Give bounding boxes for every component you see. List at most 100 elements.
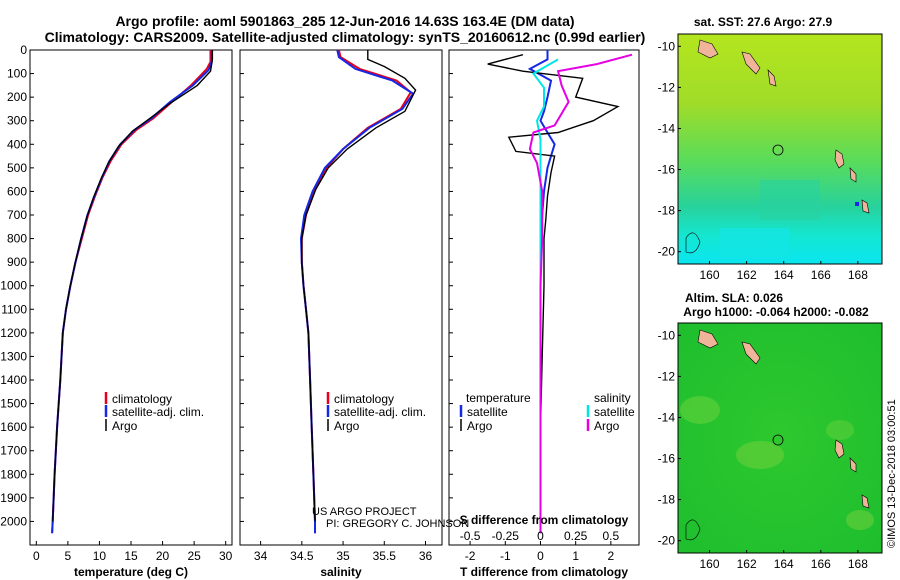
series-line-1 [299,50,415,534]
sla-blob [846,510,874,530]
sla-map-axes: 160 162 164 166 168 -10 -12 -14 -16 -18 -20 [658,328,869,571]
difference-panel [448,49,640,546]
legend-label-argo: Argo [334,419,360,433]
y-tick-label: 800 [7,232,27,246]
sla-blob [736,441,784,469]
salinity-legend: climatology satellite-adj. clim. Argo [326,392,426,433]
argo-marker [855,202,859,206]
temperature-series [51,50,214,534]
s-tick-label: 0.25 [564,529,588,543]
map-y-tick-label: -12 [658,80,676,94]
legend-label-satellite: satellite-adj. clim. [112,405,204,419]
y-tick-label: 1700 [0,444,27,458]
project-label: US ARGO PROJECT [312,506,417,518]
temperature-legend: climatology satellite-adj. clim. Argo [104,392,204,433]
series-line-0 [51,50,212,534]
x-tick-label: 34 [254,549,268,563]
map-y-tick-label: -16 [658,452,676,466]
legend-label-s-argo: Argo [594,419,620,433]
x-tick-label: 5 [65,549,72,563]
y-tick-label: 1400 [0,373,27,387]
salinity-xlabel: salinity [320,565,362,579]
series-line-1 [487,54,620,522]
temperature-panel [29,49,233,546]
map-y-tick-label: -12 [658,369,676,383]
y-tick-label: 2000 [0,514,27,528]
legend-title-temperature: temperature [466,391,531,405]
series-line-0 [300,50,412,534]
island-shape [741,51,761,75]
y-tick-label: 600 [7,184,27,198]
map-x-tick-label: 168 [848,268,868,282]
island-shape [697,329,719,349]
sla-map-frame [677,322,883,554]
map-y-tick-label: -14 [658,121,676,135]
x-tick-label: 20 [156,549,170,563]
x-tick-label: 2 [608,549,615,563]
island-shape [861,199,870,214]
difference-x-axis: -2 -1 0 1 2 -0.5 -0.25 0 0.25 0.5 [460,529,620,563]
s-tick-label: 0.5 [603,529,620,543]
depth-axis: 0 100 200 300 400 500 600 700 800 900 1000 1100 1200… [0,43,453,528]
contour-line [685,519,701,541]
legend-label-climatology: climatology [112,392,172,406]
y-tick-label: 1300 [0,349,27,363]
profile-location-circle [772,434,784,446]
map-x-tick-label: 162 [737,557,757,571]
legend-label-t-argo: Argo [467,419,493,433]
y-tick-label: 400 [7,137,27,151]
s-tick-label: -0.25 [492,529,520,543]
map-y-tick-label: -10 [658,39,676,53]
x-tick-label: -2 [465,549,476,563]
legend-label-climatology: climatology [334,392,394,406]
y-tick-label: 200 [7,90,27,104]
series-line-0 [527,50,556,534]
sst-map-axes: 160 162 164 166 168 -10 -12 -14 -16 -18 -20 [658,39,869,282]
island-shape [697,39,719,59]
island-shape [849,167,857,183]
x-tick-label: 0 [537,549,544,563]
map-x-tick-label: 164 [774,268,794,282]
salinity-x-axis: 34 34.5 35 35.5 36 [254,541,433,563]
island-shape [861,494,870,509]
difference-legend: temperature satellite Argo salinity sate… [459,391,635,433]
x-tick-label: 36 [419,549,433,563]
x-tick-label: 1 [572,549,579,563]
y-tick-label: 1600 [0,420,27,434]
sla-blob [680,396,720,424]
x-tick-label: 15 [124,549,138,563]
island-shape [834,439,845,459]
map-x-tick-label: 160 [700,557,720,571]
map-y-tick-label: -16 [658,163,676,177]
x-tick-label: 25 [187,549,201,563]
salinity-panel [239,49,443,546]
map-x-tick-label: 166 [811,557,831,571]
map-y-tick-label: -20 [658,534,676,548]
map-x-tick-label: 162 [737,268,757,282]
series-line-3 [528,53,633,534]
y-tick-label: 300 [7,114,27,128]
y-tick-label: 0 [20,43,27,57]
s-tick-label: 0 [537,529,544,543]
y-tick-label: 100 [7,67,27,81]
header-line1: Argo profile: aoml 5901863_285 12-Jun-20… [115,13,574,29]
map-x-tick-label: 168 [848,557,868,571]
sst-patch [760,180,820,220]
x-tick-label: 10 [93,549,107,563]
x-tick-label: 35 [336,549,350,563]
header-line2: Climatology: CARS2009. Satellite-adjuste… [45,29,646,45]
x-tick-label: -1 [500,549,511,563]
map-y-tick-label: -18 [658,204,676,218]
series-line-2 [52,50,214,522]
sst-map-title: sat. SST: 27.6 Argo: 27.9 [694,15,833,29]
sla-map-title2: Argo h1000: -0.064 h2000: -0.082 [683,305,869,319]
s-tick-label: -0.5 [460,529,481,543]
island-shape [849,457,857,473]
y-tick-label: 1500 [0,397,27,411]
y-tick-label: 500 [7,161,27,175]
x-tick-label: 34.5 [290,549,314,563]
contour-line [685,232,701,254]
map-x-tick-label: 166 [811,268,831,282]
map-x-tick-label: 164 [774,557,794,571]
sla-blob [826,420,854,440]
